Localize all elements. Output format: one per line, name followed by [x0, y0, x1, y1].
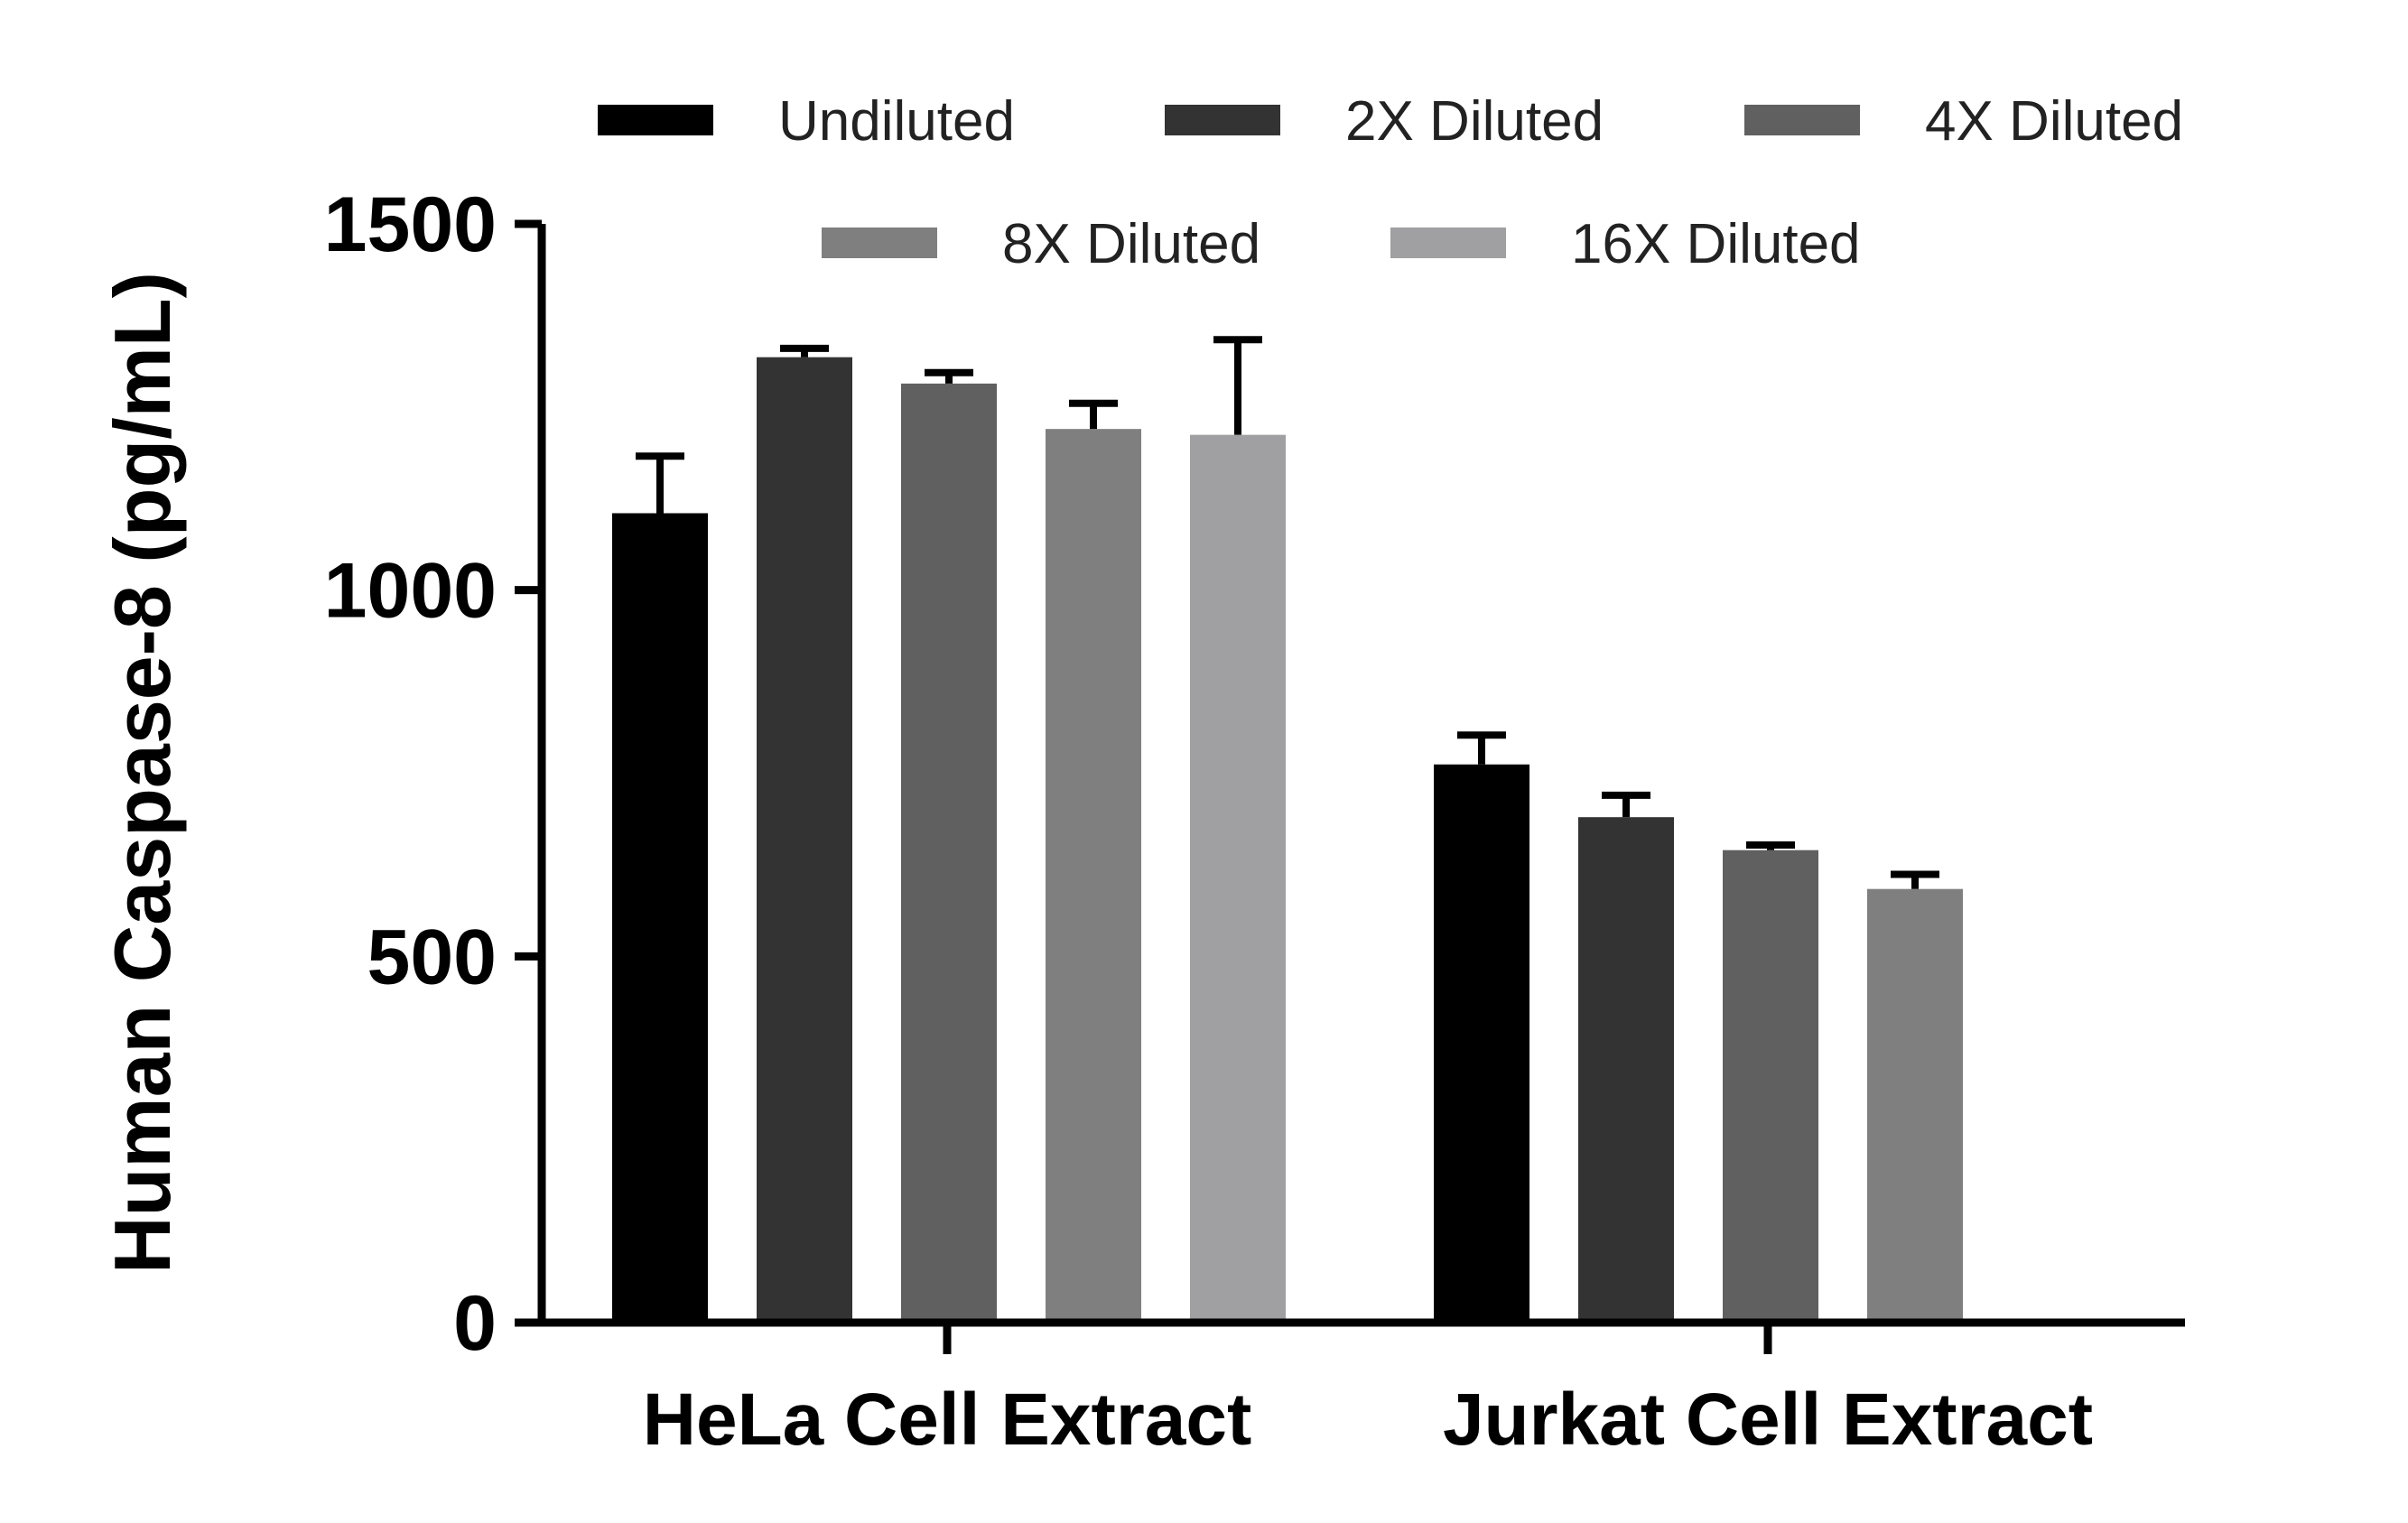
y-axis-title: Human Caspase-8 (pg/mL) [98, 272, 187, 1274]
legend-swatch [1390, 228, 1506, 258]
bar [1867, 888, 1963, 1323]
legend-label: Undiluted [778, 90, 1015, 153]
x-category-label: Jurkat Cell Extract [1443, 1379, 2093, 1461]
legend-swatch [598, 105, 713, 135]
y-tick-label: 1500 [324, 181, 497, 268]
bar [1578, 817, 1674, 1323]
legend-swatch [1165, 105, 1280, 135]
legend-swatch [822, 228, 937, 258]
legend-label: 8X Diluted [1002, 213, 1260, 275]
bar [612, 513, 708, 1323]
bar [1046, 429, 1141, 1323]
legend-swatch [1744, 105, 1860, 135]
y-ticks-group: 0 500 1000 1500 [324, 181, 542, 1367]
y-tick-label: 500 [367, 914, 497, 1000]
legend-label: 16X Diluted [1571, 213, 1861, 275]
axes-group [537, 224, 2185, 1327]
bar [757, 357, 852, 1323]
bar [901, 383, 997, 1323]
legend-label: 2X Diluted [1345, 90, 1604, 153]
bars-group [612, 336, 1963, 1323]
legend: Undiluted 2X Diluted 4X Diluted 8X Diluted 1… [598, 90, 2183, 275]
bar [1723, 850, 1818, 1323]
x-categories-group: HeLa Cell Extract Jurkat Cell Extract [643, 1323, 2093, 1461]
y-tick-label: 1000 [324, 548, 497, 635]
y-tick-label: 0 [453, 1280, 497, 1367]
bar [1434, 764, 1529, 1323]
legend-label: 4X Diluted [1925, 90, 2183, 153]
x-category-label: HeLa Cell Extract [643, 1379, 1252, 1461]
bar [1190, 434, 1286, 1323]
